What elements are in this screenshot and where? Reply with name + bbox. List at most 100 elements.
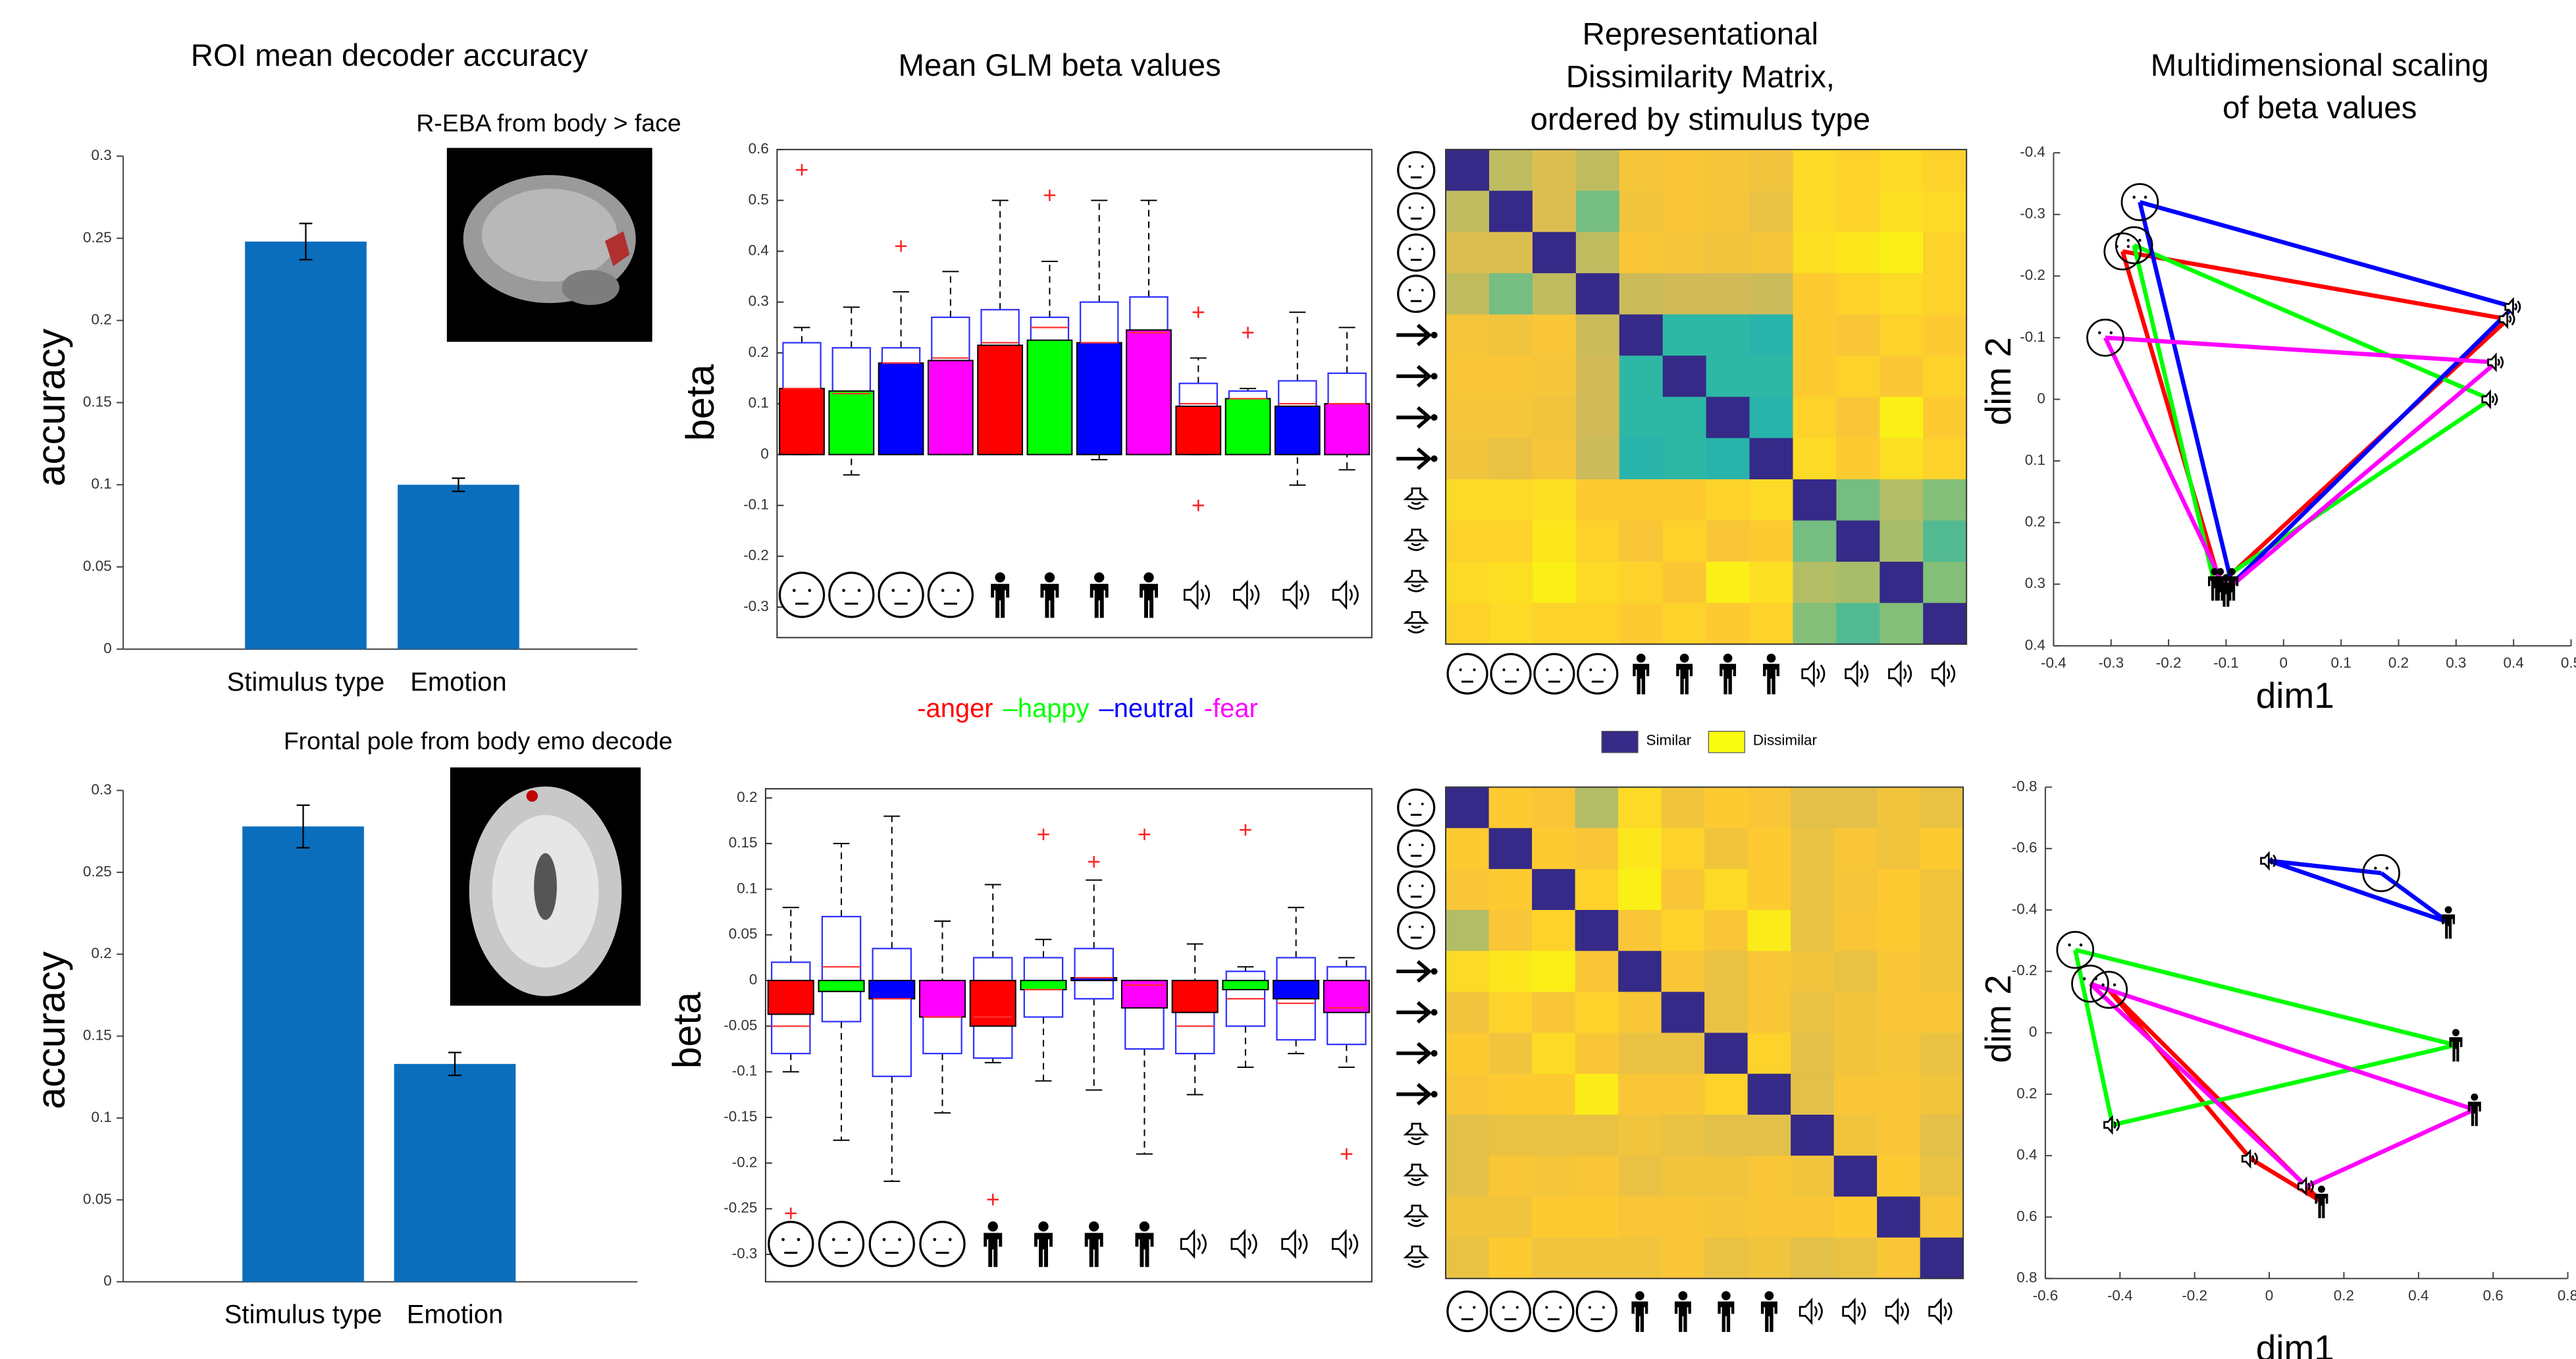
face-eye (2385, 866, 2389, 870)
speaker-wave (2307, 1180, 2314, 1193)
heatmap-cell (1747, 992, 1791, 1034)
heatmap-cell (1747, 828, 1791, 870)
speaker-wave (1407, 543, 1425, 551)
heatmap-cell (1749, 479, 1794, 521)
speaker-cone (1332, 579, 1348, 610)
stimulus-icon (991, 572, 1010, 618)
x-axis-label: dim1 (2256, 675, 2334, 716)
heatmap-cell (1532, 356, 1577, 398)
heatmap-cell (1532, 232, 1577, 274)
speaker-cone (1888, 660, 1902, 688)
arrow-dot (1431, 1009, 1438, 1016)
heatmap-cell (1879, 396, 1924, 439)
heatmap-cell (1488, 910, 1533, 951)
heatmap-cell (1532, 1114, 1576, 1156)
mds-link (2074, 947, 2457, 1048)
heatmap-cell (1661, 1237, 1705, 1279)
heatmap-cell (1747, 1114, 1791, 1156)
row-icon (1396, 1042, 1438, 1065)
stimulus-icon (818, 1221, 865, 1267)
row-icon (1396, 1001, 1438, 1024)
stimulus-icon (1332, 579, 1359, 610)
arrow-dot (1431, 414, 1438, 421)
speaker (2103, 1115, 2120, 1135)
heatmap-cell (1833, 1196, 1878, 1239)
heatmap-cell (1661, 1032, 1705, 1075)
stimulus-icon (1034, 1221, 1053, 1267)
speaker-cone (1180, 1229, 1196, 1260)
face-outline (1533, 653, 1575, 695)
mds-link (2139, 200, 2515, 309)
chart-title: Multidimensional scaling (2151, 48, 2489, 83)
heatmap-cell (1791, 787, 1835, 829)
heatmap-cell (1791, 868, 1835, 911)
y-tick-label: 0.1 (91, 475, 111, 492)
face-eye (2126, 245, 2130, 248)
y-axis-label: beta (665, 992, 709, 1069)
colorbar-swatch (1601, 730, 1639, 753)
stimulus-icon (1332, 1229, 1359, 1260)
bar (1076, 342, 1122, 456)
roi-region (604, 231, 630, 267)
heatmap-cell (1920, 910, 1964, 951)
speaker-wave (1946, 664, 1956, 683)
y-tick-label: -0.1 (743, 496, 769, 513)
heatmap-cell (1446, 1156, 1490, 1198)
face-eye (907, 589, 910, 593)
stimulus-icon (1180, 1229, 1207, 1260)
column-icon (1801, 660, 1826, 688)
heatmap-cell (1877, 1156, 1921, 1198)
heatmap-cell (1446, 1114, 1490, 1156)
heatmap-cell (1920, 1237, 1964, 1279)
face-eye (2143, 196, 2147, 199)
speaker-wave (1814, 1302, 1823, 1321)
heatmap-cell (1575, 1073, 1619, 1115)
bar (1273, 980, 1320, 999)
heatmap-cell (1793, 356, 1837, 398)
heatmap-cell (1704, 1156, 1748, 1198)
y-tick-label: -0.3 (743, 598, 769, 614)
speaker (1403, 528, 1429, 551)
y-tick-label: 0.2 (91, 311, 111, 328)
y-tick-label: 0.15 (83, 1027, 112, 1044)
heatmap-cell (1879, 602, 1924, 645)
heatmap-cell (1704, 1114, 1748, 1156)
speaker-wave (1816, 664, 1826, 683)
heatmap-cell (1532, 992, 1576, 1034)
speaker (1282, 579, 1309, 610)
heatmap-cell (1747, 1156, 1791, 1198)
speaker-cone (2481, 389, 2491, 410)
heatmap-cell (1488, 149, 1533, 192)
speaker (1281, 1229, 1308, 1260)
face-eye (1502, 668, 1506, 672)
heatmap-cell (1706, 438, 1750, 480)
bar (928, 360, 974, 456)
body-head (2217, 568, 2224, 575)
heatmap-cell (1706, 190, 1750, 233)
y-tick-label: 0.05 (83, 558, 112, 574)
heatmap-cell (1747, 1073, 1791, 1115)
heatmap-cell (1619, 438, 1664, 480)
heatmap-cell (1749, 562, 1794, 604)
face-outline (1397, 233, 1436, 272)
speaker (2487, 352, 2504, 373)
heatmap-cell (1923, 479, 1967, 521)
heatmap-cell (1749, 314, 1794, 356)
face-eye (2098, 331, 2101, 334)
x-tick-label: -0.1 (2213, 654, 2239, 671)
speaker (1403, 1245, 1429, 1268)
heatmap-cell (1488, 1196, 1533, 1239)
heatmap-cell (1446, 396, 1490, 439)
heatmap-cell (1488, 438, 1533, 480)
arrow-head (1416, 960, 1433, 983)
bar (245, 241, 367, 649)
column-icon (1928, 1297, 1953, 1325)
face-outline (2056, 930, 2095, 969)
y-tick-label: 0.2 (2016, 1085, 2037, 1102)
heatmap-cell (1661, 828, 1705, 870)
column-icon (1799, 1297, 1823, 1325)
y-axis-label: accuracy (29, 329, 73, 487)
arrow-dot (1431, 968, 1438, 975)
mds-link (2120, 250, 2222, 585)
body-head (1722, 1291, 1731, 1300)
